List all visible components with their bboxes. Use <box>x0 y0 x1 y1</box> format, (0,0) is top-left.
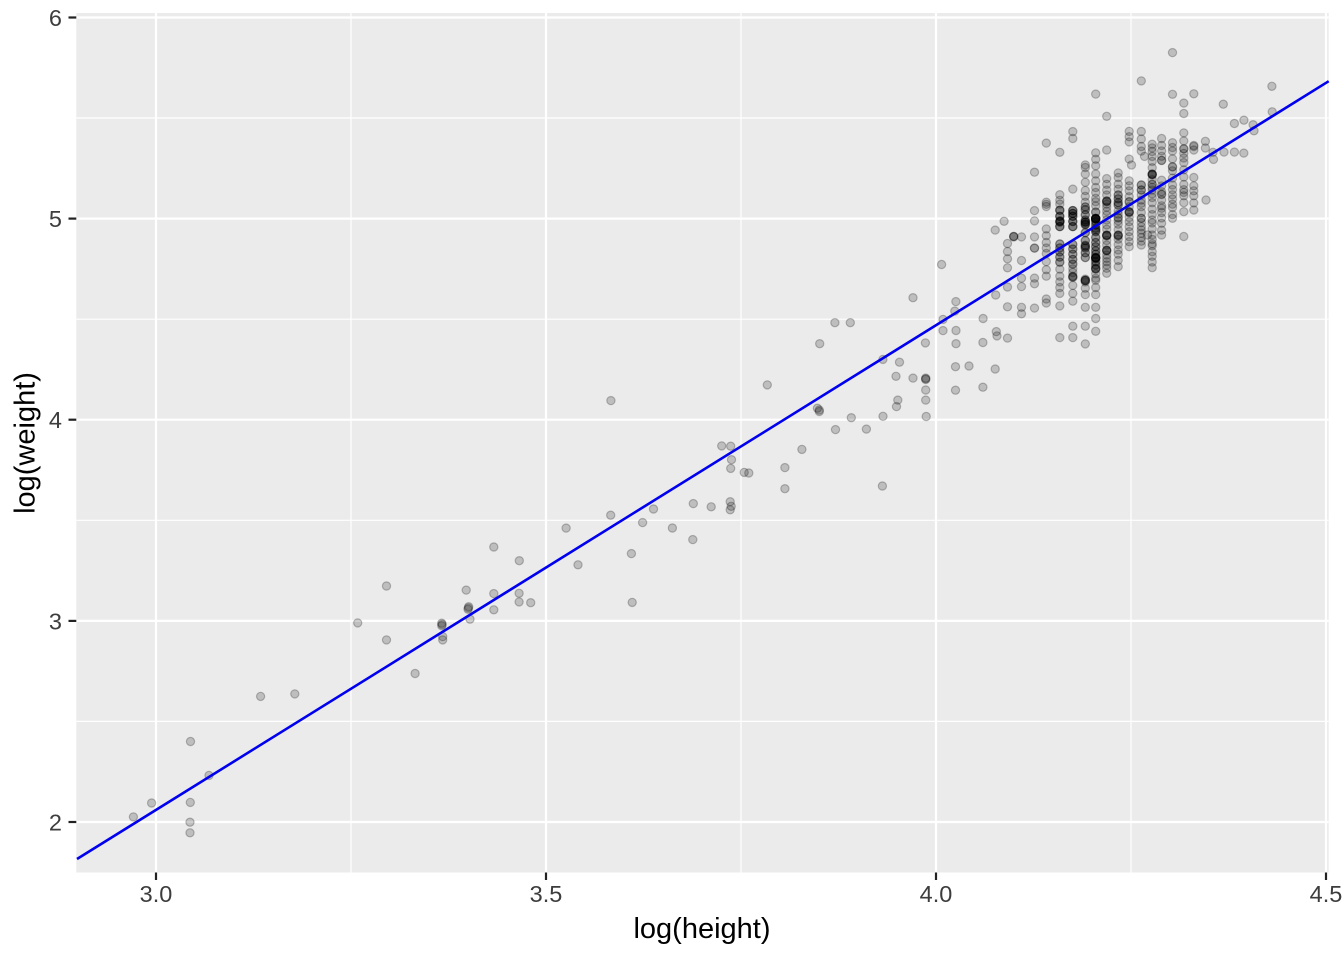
svg-text:3.0: 3.0 <box>140 881 173 907</box>
svg-text:5: 5 <box>49 206 62 232</box>
svg-text:log(weight): log(weight) <box>10 372 42 514</box>
svg-text:2: 2 <box>49 810 62 836</box>
svg-text:log(height): log(height) <box>633 913 770 945</box>
svg-text:3: 3 <box>49 608 62 634</box>
svg-text:4.5: 4.5 <box>1310 881 1343 907</box>
svg-text:6: 6 <box>49 5 62 31</box>
svg-text:4: 4 <box>49 407 62 433</box>
svg-text:4.0: 4.0 <box>920 881 953 907</box>
svg-text:3.5: 3.5 <box>530 881 563 907</box>
